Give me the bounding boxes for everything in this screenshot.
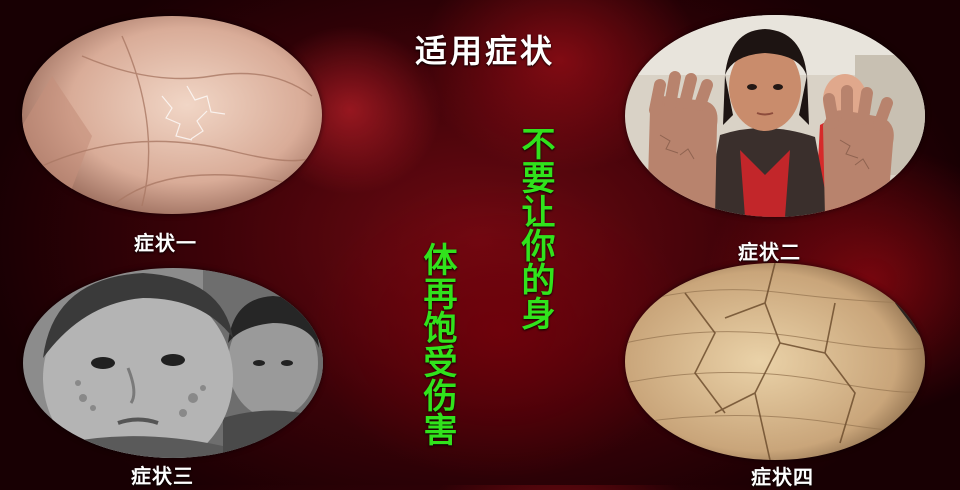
symptom-photo-4 xyxy=(625,263,925,460)
symptom-photo-1 xyxy=(22,16,322,214)
slogan-line-2: 体再饱受伤害 xyxy=(417,242,457,446)
caption-symptom-1: 症状一 xyxy=(134,231,197,255)
caption-symptom-2: 症状二 xyxy=(738,240,801,264)
symptom-photo-3 xyxy=(23,268,323,458)
symptom-photo-2 xyxy=(625,15,925,217)
slogan-line-1: 不要让你的身 xyxy=(515,126,555,330)
caption-symptom-3: 症状三 xyxy=(131,464,194,488)
caption-symptom-4: 症状四 xyxy=(751,465,814,489)
page-title: 适用症状 xyxy=(414,32,556,70)
